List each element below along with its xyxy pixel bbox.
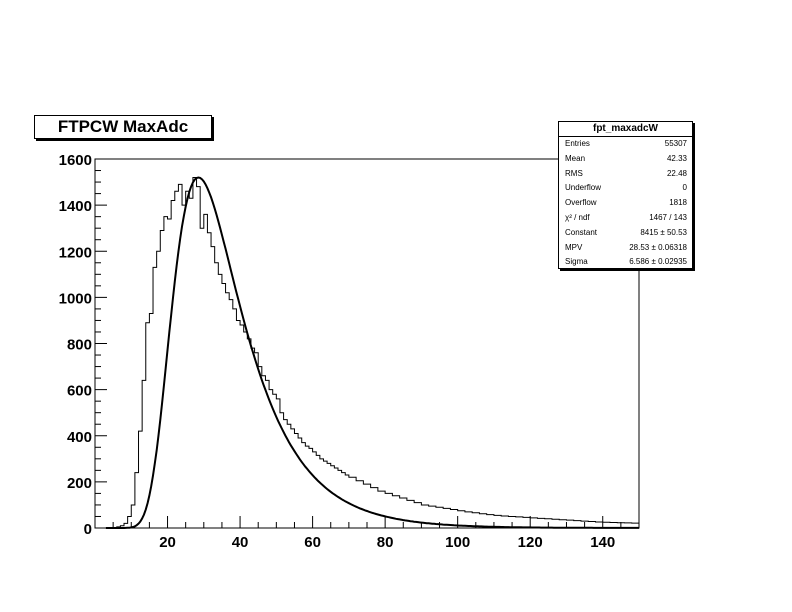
stats-row-value: 0 <box>682 183 687 193</box>
stats-row-label: RMS <box>565 168 583 178</box>
x-tick-label: 40 <box>232 534 249 551</box>
stats-row: Underflow 0 <box>559 181 692 196</box>
y-tick-label: 400 <box>67 429 92 446</box>
stats-row-label: Underflow <box>565 183 602 193</box>
stats-row-value: 55307 <box>664 139 687 148</box>
stats-row-label: χ² / ndf <box>565 212 590 222</box>
stats-row-value: 1467 / 143 <box>649 212 687 222</box>
stats-box: fpt_maxadcW Entries 55307 Mean 42.33 RMS 22.4… <box>558 121 693 269</box>
y-tick-label: 200 <box>67 475 92 492</box>
stats-row-label: MPV <box>565 242 583 252</box>
y-tick-label: 600 <box>67 383 92 400</box>
x-tick-label: 140 <box>590 534 615 551</box>
stats-row: χ² / ndf 1467 / 143 <box>559 211 692 226</box>
stats-row-label: Constant <box>565 227 598 237</box>
stats-row-label: Overflow <box>565 198 597 208</box>
histogram-series <box>112 176 640 529</box>
stats-row-label: Entries <box>565 139 590 148</box>
stats-title: fpt_maxadcW <box>559 122 692 137</box>
y-tick-label: 1000 <box>59 290 92 307</box>
landau-fit-curve <box>105 176 639 529</box>
x-tick-label: 120 <box>518 534 543 551</box>
stats-row: RMS 22.48 <box>559 167 692 182</box>
stats-row-value: 22.48 <box>666 168 687 178</box>
stats-row-value: 28.53 ± 0.06318 <box>629 242 687 252</box>
y-tick-label: 800 <box>67 337 92 354</box>
stats-row: Sigma 6.586 ± 0.02935 <box>559 255 692 270</box>
x-tick-label: 20 <box>159 534 176 551</box>
stats-row: Mean 42.33 <box>559 152 692 167</box>
stats-row-value: 6.586 ± 0.02935 <box>629 257 687 267</box>
stats-row-value: 1818 <box>669 198 687 208</box>
y-tick-label: 1200 <box>59 244 92 261</box>
stats-row-label: Mean <box>565 153 586 163</box>
histogram-title: FTPCW MaxAdc <box>34 115 212 139</box>
stats-row-value: 42.33 <box>666 153 687 163</box>
axis-tick-labels: 20 40 60 80 100 120 14002004006008001000120014… <box>59 152 616 551</box>
x-tick-label: 60 <box>304 534 321 551</box>
stats-rows: Entries 55307 Mean 42.33 RMS 22.48 Underflow 0 O… <box>559 137 692 270</box>
y-tick-label: 0 <box>84 521 92 538</box>
stats-row: Overflow 1818 <box>559 196 692 211</box>
axis-ticks <box>94 158 640 529</box>
stats-row: Constant 8415 ± 50.53 <box>559 226 692 241</box>
x-tick-label: 80 <box>377 534 394 551</box>
stats-row-value: 8415 ± 50.53 <box>640 227 687 237</box>
stats-row: Entries 55307 <box>559 137 692 152</box>
x-tick-label: 100 <box>445 534 470 551</box>
stats-row: MPV 28.53 ± 0.06318 <box>559 241 692 256</box>
stats-row-label: Sigma <box>565 257 588 267</box>
y-tick-label: 1400 <box>59 198 92 215</box>
y-tick-label: 1600 <box>59 152 92 169</box>
